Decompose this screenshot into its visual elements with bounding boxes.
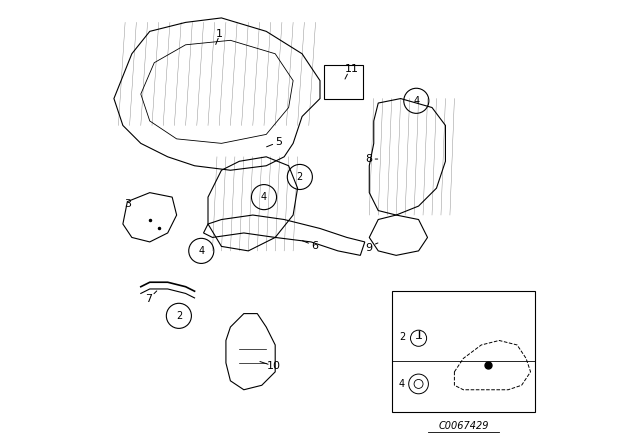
Text: 8: 8 xyxy=(365,154,372,164)
Text: C0067429: C0067429 xyxy=(438,422,488,431)
Text: 4: 4 xyxy=(413,96,419,106)
Bar xyxy=(324,65,362,99)
Text: 2: 2 xyxy=(399,332,405,342)
Text: 3: 3 xyxy=(124,199,131,209)
Text: 2: 2 xyxy=(297,172,303,182)
Text: 4: 4 xyxy=(261,192,267,202)
Text: 2: 2 xyxy=(176,311,182,321)
Text: 7: 7 xyxy=(145,294,152,304)
Text: 9: 9 xyxy=(365,243,373,253)
Text: 4: 4 xyxy=(399,379,405,389)
Text: 5: 5 xyxy=(275,138,282,147)
Text: 10: 10 xyxy=(268,362,282,371)
Text: 4: 4 xyxy=(198,246,204,256)
Text: 6: 6 xyxy=(311,241,318,250)
Text: 11: 11 xyxy=(344,64,358,73)
Text: 1: 1 xyxy=(216,29,223,39)
Bar xyxy=(392,291,535,412)
